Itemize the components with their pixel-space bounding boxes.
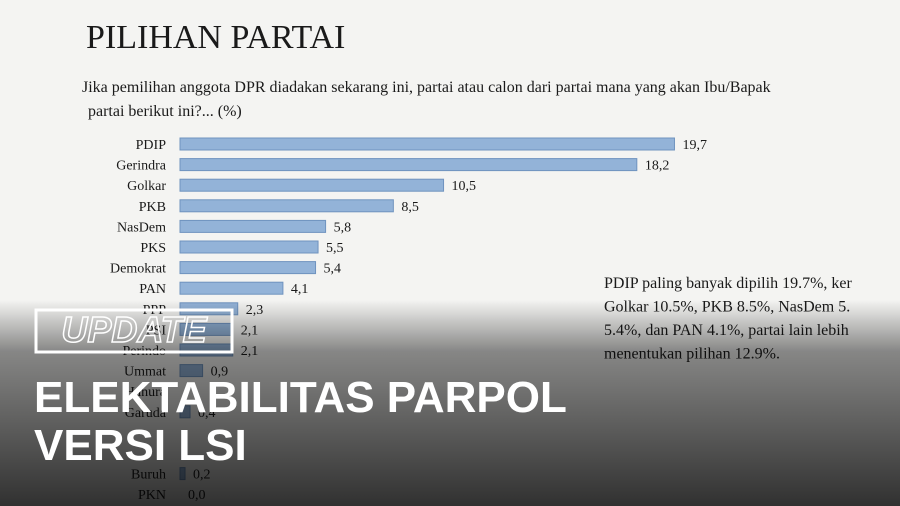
bar bbox=[179, 199, 394, 213]
overlay: UPDATE ELEKTABILITAS PARPOL VERSI LSI bbox=[34, 308, 567, 470]
category-label: PKS bbox=[140, 241, 166, 256]
badge-frame bbox=[34, 308, 234, 354]
value-label: 5,4 bbox=[324, 262, 342, 277]
value-label: 5,5 bbox=[326, 241, 344, 256]
bar bbox=[179, 158, 638, 172]
overlay-shade bbox=[0, 300, 900, 506]
bar bbox=[179, 281, 284, 295]
value-label: 10,5 bbox=[452, 179, 477, 194]
category-label: Golkar bbox=[127, 179, 166, 194]
category-label: Gerindra bbox=[116, 159, 167, 174]
category-label: NasDem bbox=[117, 220, 166, 235]
badge: UPDATE bbox=[61, 309, 207, 350]
subtitle: partai berikut ini?... (%) bbox=[88, 103, 242, 120]
bar bbox=[179, 261, 317, 275]
category-label: PKB bbox=[139, 200, 166, 215]
category-label: PDIP bbox=[136, 138, 167, 153]
chart-title: PILIHAN PARTAI bbox=[86, 19, 345, 56]
bar bbox=[179, 137, 675, 151]
value-label: 4,1 bbox=[291, 282, 309, 297]
value-label: 18,2 bbox=[645, 159, 670, 174]
annotation: PDIP paling banyak dipilih 19.7%, ker bbox=[604, 275, 852, 292]
value-label: 8,5 bbox=[401, 200, 419, 215]
category-label: Demokrat bbox=[110, 262, 166, 277]
bar bbox=[179, 219, 327, 233]
subtitle: Jika pemilihan anggota DPR diadakan seka… bbox=[82, 79, 771, 96]
headline: VERSI LSI bbox=[34, 421, 247, 470]
value-label: 19,7 bbox=[682, 138, 707, 153]
category-label: PAN bbox=[139, 282, 166, 297]
headline: ELEKTABILITAS PARPOL bbox=[34, 373, 567, 422]
bar bbox=[179, 240, 319, 254]
value-label: 5,8 bbox=[334, 220, 352, 235]
bar bbox=[179, 178, 445, 192]
